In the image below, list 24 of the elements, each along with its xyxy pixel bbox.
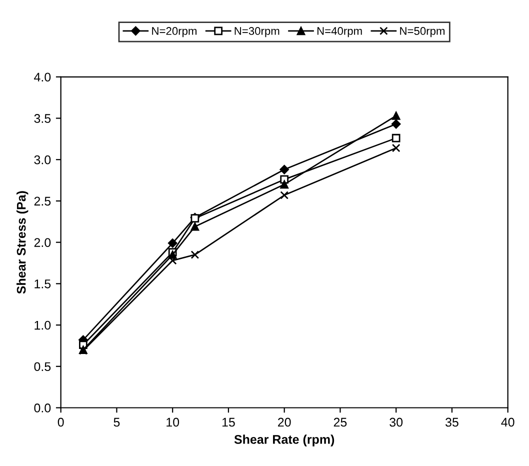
x-tick-label: 20 — [278, 418, 291, 427]
x-tick-label: 30 — [390, 418, 403, 427]
legend-label: N=40rpm — [317, 27, 362, 38]
y-tick-label: 0.5 — [34, 362, 51, 372]
x-tick-label: 25 — [334, 418, 347, 427]
legend-label: N=30rpm — [234, 27, 280, 38]
y-axis-title: Shear Stress (Pa) — [16, 191, 28, 294]
x-tick-label: 35 — [445, 418, 458, 427]
legend-label: N=50rpm — [400, 27, 445, 38]
y-tick-label: 4.0 — [34, 72, 51, 82]
y-tick-label: 3.0 — [34, 155, 51, 164]
y-tick-label: 2.0 — [34, 238, 51, 247]
y-tick-label: 1.0 — [34, 320, 51, 330]
y-tick-label: 3.5 — [34, 114, 51, 123]
x-tick-label: 40 — [501, 418, 514, 427]
legend-label: N=20rpm — [152, 27, 196, 38]
y-tick-label: 0.0 — [34, 404, 51, 412]
x-tick-label: 10 — [166, 418, 180, 427]
y-tick-label: 1.5 — [34, 280, 51, 288]
y-tick-label: 2.5 — [34, 196, 51, 206]
x-tick-label: 15 — [222, 418, 235, 427]
x-axis-title: Shear Rate (rpm) — [234, 434, 334, 446]
x-tick-label: 5 — [114, 418, 120, 427]
x-tick-label: 0 — [58, 418, 64, 427]
